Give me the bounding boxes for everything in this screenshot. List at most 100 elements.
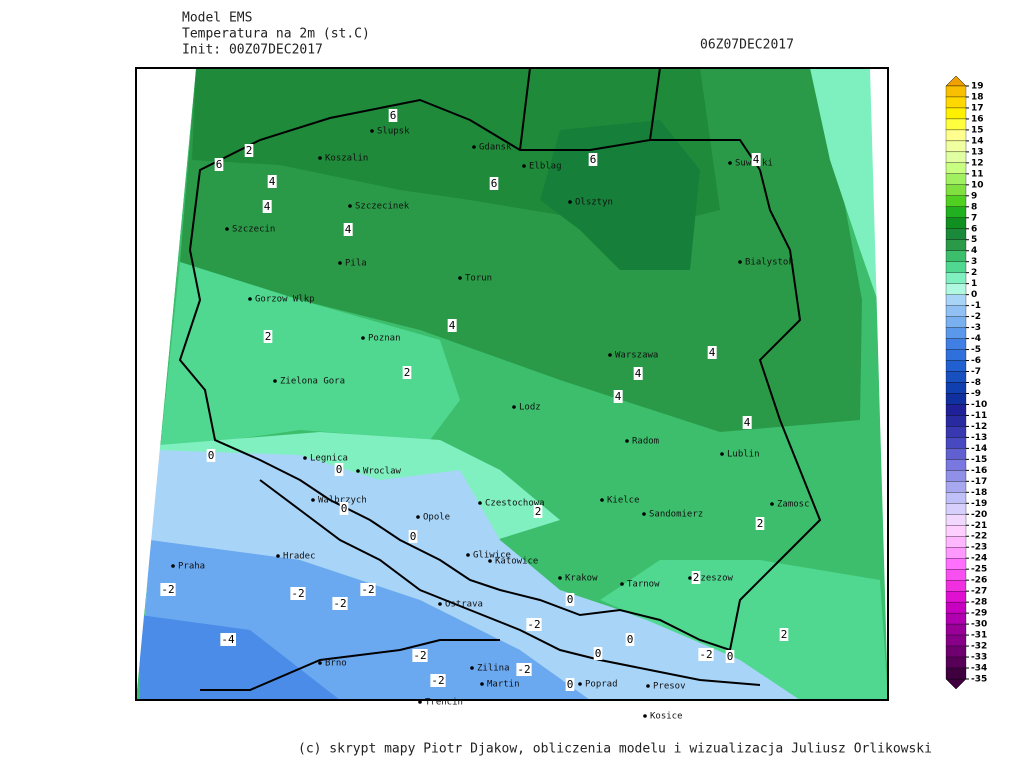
city-dot — [338, 261, 342, 265]
contour-label-box — [388, 109, 398, 122]
contour-label-box — [334, 463, 344, 476]
city-label: Radom — [632, 437, 659, 447]
contour-label: 2 — [781, 628, 788, 641]
contour-label: -2 — [361, 583, 374, 596]
contour-label-box — [343, 223, 353, 236]
contour-label: -2 — [699, 648, 712, 661]
colorbar-cell — [945, 96, 967, 109]
city-label: Kosice — [650, 712, 683, 722]
colorbar-cell — [945, 184, 967, 196]
colorbar-label: -18 — [971, 488, 987, 498]
cities: SlupskKoszalinGdanskElblagSuwalkiSzczeci… — [171, 127, 810, 722]
contour-label-box — [625, 633, 635, 646]
contour-label-box — [613, 390, 623, 403]
colorbar-cell — [945, 239, 967, 251]
colorbar-cell — [945, 360, 967, 372]
city-dot — [458, 276, 462, 280]
colorbar-label: 15 — [971, 125, 984, 135]
contour-label: -2 — [291, 587, 304, 600]
colorbar-cell — [945, 261, 967, 273]
colorbar-label: -4 — [971, 334, 981, 344]
city-label: Rzeszow — [695, 574, 734, 584]
city-dot — [568, 200, 572, 204]
variable: Temperatura na 2m (st.C) — [182, 27, 370, 42]
colorbar-label: 10 — [971, 180, 984, 190]
colorbar-cell — [945, 459, 967, 471]
contour-label-box — [220, 633, 236, 646]
contour-label: 4 — [264, 200, 271, 213]
colorbar-label: 16 — [971, 114, 984, 124]
contour-label: -2 — [161, 583, 174, 596]
colorbar-cell — [945, 393, 967, 405]
contour-label-box — [755, 517, 765, 530]
colorbar-label: 2 — [971, 268, 977, 278]
contour-label-box — [633, 367, 643, 380]
city-dot — [522, 164, 526, 168]
contour-label-box — [565, 593, 575, 606]
city-dot — [438, 602, 442, 606]
colorbar-cell — [945, 228, 967, 240]
city-dot — [416, 515, 420, 519]
colorbar-label: 13 — [971, 147, 984, 157]
city-dot — [512, 405, 516, 409]
colorbar-cell — [945, 85, 967, 98]
contour-label-box — [526, 618, 542, 631]
city-dot — [318, 156, 322, 160]
colorbar-label: -1 — [971, 301, 981, 311]
colorbar-cell — [945, 415, 967, 427]
colorbar-label: -16 — [971, 466, 987, 476]
city-label: Lublin — [727, 450, 760, 460]
colorbar-cell — [945, 492, 967, 504]
colorbar-label: -29 — [971, 609, 987, 619]
city-label: Gdansk — [479, 143, 512, 153]
city-dot — [418, 700, 422, 704]
colorbar-cell — [945, 338, 967, 350]
colorbar-cell — [945, 206, 967, 218]
colorbar-label: -12 — [971, 422, 987, 432]
city-label: Martin — [487, 680, 520, 690]
city-label: Poznan — [368, 334, 401, 344]
city-label: Sandomierz — [649, 510, 703, 520]
city-label: Ostrava — [445, 600, 483, 610]
city-dot — [620, 582, 624, 586]
city-label: Torun — [465, 274, 492, 284]
city-label: Szczecin — [232, 225, 275, 235]
colorbar-cell — [945, 481, 967, 493]
colorbar-cell — [945, 272, 967, 284]
contour-label-box — [262, 200, 272, 213]
city-label: Katowice — [495, 557, 538, 567]
city-dot — [488, 559, 492, 563]
colorbar-label: 1 — [971, 279, 977, 289]
colorbar: 191817161514131211109876543210-1-2-3-4-5… — [945, 75, 987, 690]
contour-label: 2 — [535, 505, 542, 518]
city-dot — [466, 553, 470, 557]
colorbar-label: 4 — [971, 246, 977, 256]
city-label: Walbrzych — [318, 496, 367, 506]
colorbar-label: -32 — [971, 642, 987, 652]
colorbar-cell — [945, 426, 967, 438]
contour-label-box — [516, 663, 532, 676]
colorbar-cell — [945, 569, 967, 581]
contour-label-box — [267, 175, 277, 188]
contour-label: 2 — [246, 144, 253, 157]
colorbar-cell — [945, 250, 967, 262]
colorbar-cell — [945, 437, 967, 449]
contour-label-box — [244, 144, 254, 157]
colorbar-label: -27 — [971, 587, 987, 597]
colorbar-cell — [945, 525, 967, 537]
contour-label: -2 — [517, 663, 530, 676]
colorbar-label: 11 — [971, 169, 984, 179]
contour-label: 0 — [727, 650, 734, 663]
city-dot — [688, 576, 692, 580]
colorbar-cell — [945, 195, 967, 207]
contour-label: 6 — [590, 153, 597, 166]
city-label: Czestochowa — [485, 499, 545, 509]
city-label: Koszalin — [325, 154, 368, 164]
contour-label-box — [160, 583, 176, 596]
city-dot — [728, 161, 732, 165]
contour-label: 4 — [635, 367, 642, 380]
contour-label: 2 — [404, 366, 411, 379]
colorbar-cell — [945, 623, 967, 636]
city-dot — [738, 260, 742, 264]
